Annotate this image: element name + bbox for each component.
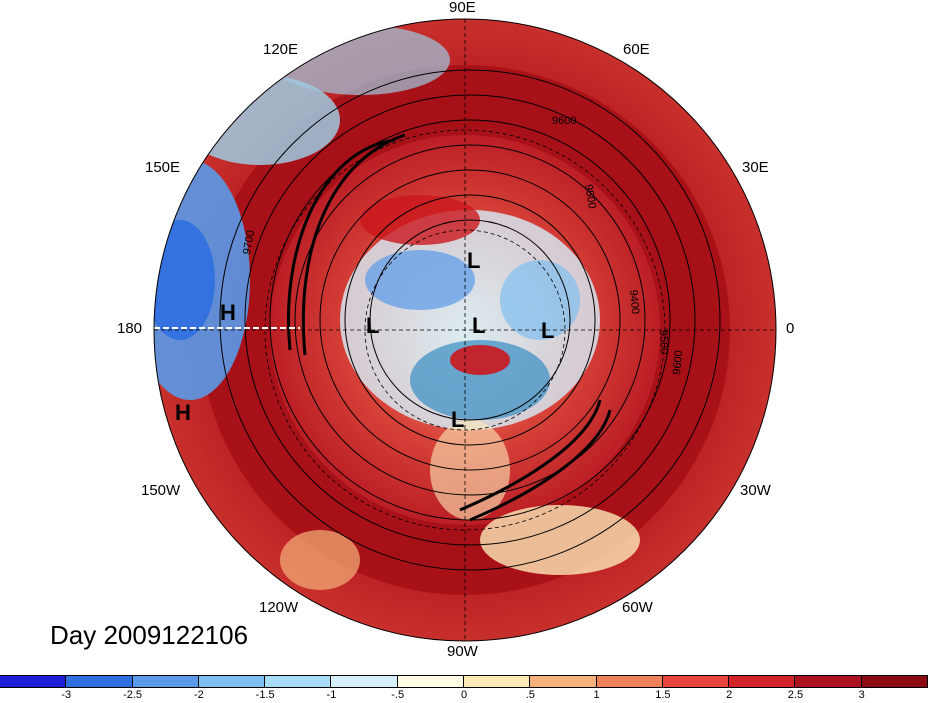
contour-label: 9400	[627, 289, 641, 314]
longitude-label-30e: 30E	[742, 159, 769, 176]
longitude-label-150e: 150E	[145, 159, 181, 176]
longitude-label-90e: 90E	[449, 0, 476, 16]
contour-label: 9600	[552, 115, 576, 127]
high-pressure-marker: H	[220, 300, 236, 325]
anomaly-field	[154, 19, 776, 641]
colorbar-cell	[596, 676, 663, 687]
longitude-label-150w: 150W	[141, 482, 181, 499]
colorbar-cell	[795, 676, 862, 687]
longitude-label-30w: 30W	[740, 482, 771, 499]
high-pressure-marker: H	[175, 400, 191, 425]
low-pressure-marker: L	[366, 313, 379, 338]
colorbar-ticks: -3 -2.5 -2 -1.5 -1 -.5 0 .5 1 1.5 2 2.5 3	[0, 689, 928, 703]
colorbar-tick-label: -1.5	[255, 689, 275, 701]
contour-label: 9500	[657, 330, 670, 355]
colorbar-cell	[729, 676, 796, 687]
low-pressure-marker: L	[472, 313, 485, 338]
colorbar-cell	[0, 676, 67, 687]
low-pressure-marker: L	[541, 318, 554, 343]
colorbar-cell	[662, 676, 730, 687]
longitude-label-120w: 120W	[259, 599, 299, 616]
colorbar-cell	[198, 676, 266, 687]
longitude-label-60e: 60E	[623, 41, 650, 58]
longitude-label-0: 0	[786, 320, 795, 337]
contour-label: 9600	[671, 350, 685, 375]
day-label: Day 2009122106	[50, 620, 249, 650]
low-pressure-marker: L	[451, 407, 464, 432]
colorbar-tick-label: -.5	[391, 689, 405, 701]
colorbar-cell	[265, 676, 332, 687]
colorbar-tick-label: 2.5	[787, 689, 804, 701]
colorbar-tick-label: 1.5	[655, 689, 671, 701]
low-pressure-marker: L	[467, 248, 480, 273]
contour-label: 9500	[582, 183, 598, 209]
longitude-label-60w: 60W	[622, 599, 653, 616]
colorbar-tick-label: -2	[193, 689, 204, 701]
colorbar-tick-label: -2.5	[123, 689, 143, 701]
colorbar-cell	[66, 676, 133, 687]
colorbar-tick-label: .5	[525, 689, 535, 701]
colorbar-cell	[397, 676, 464, 687]
colorbar	[0, 675, 928, 688]
colorbar-cell	[530, 676, 597, 687]
colorbar-cell	[861, 676, 928, 687]
colorbar-tick-label: 2	[726, 689, 733, 701]
colorbar-cell	[331, 676, 398, 687]
contour-label: 9700	[241, 229, 257, 255]
longitude-label-120e: 120E	[263, 41, 299, 58]
longitude-label-180: 180	[117, 320, 143, 337]
colorbar-tick-label: 1	[593, 689, 600, 701]
colorbar-cell	[463, 676, 531, 687]
colorbar-tick-label: 0	[460, 689, 468, 701]
colorbar-tick-label: 3	[858, 689, 865, 701]
longitude-label-90w: 90W	[447, 643, 478, 660]
colorbar-tick-label: -1	[326, 689, 337, 701]
colorbar-tick-label: -3	[61, 689, 72, 701]
colorbar-cell	[132, 676, 199, 687]
